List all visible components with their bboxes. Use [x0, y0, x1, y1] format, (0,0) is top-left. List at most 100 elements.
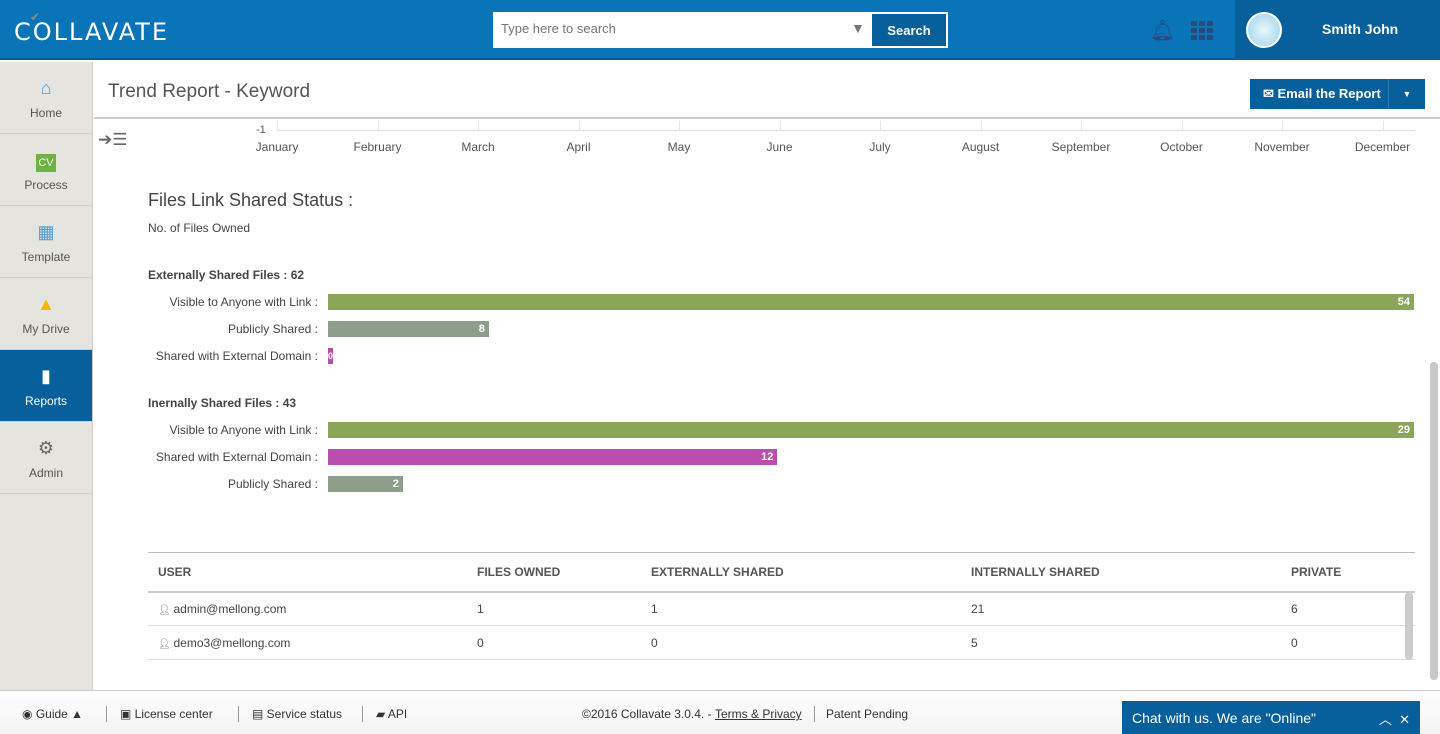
column-header[interactable]: PRIVATE [1281, 552, 1415, 593]
sidebar-item-home[interactable]: ⌂ Home [0, 62, 92, 134]
home-icon: ⌂ [40, 78, 52, 98]
sidebar-item-reports[interactable]: ▮ Reports [0, 350, 92, 422]
apps-grid-icon[interactable] [1191, 21, 1213, 40]
gear-icon: ⚙ [37, 438, 55, 458]
copyright: ©2016 Collavate 3.0.4. - [582, 707, 712, 721]
month-tick [1181, 121, 1183, 131]
user-email: demo3@mellong.com [173, 635, 291, 650]
column-header[interactable]: FILES OWNED [467, 552, 641, 593]
bar[interactable]: 0 [328, 348, 333, 364]
table-cell: 0 [1281, 625, 1415, 660]
page-scrollbar[interactable] [1430, 362, 1438, 680]
column-header[interactable]: EXTERNALLY SHARED [641, 552, 961, 593]
bar-label: Visible to Anyone with Link : [169, 295, 318, 309]
section-title: Files Link Shared Status : [148, 190, 354, 210]
month-tick [277, 121, 278, 131]
table-cell: 0 [467, 625, 641, 660]
month-tick [478, 121, 479, 131]
bar-label: Publicly Shared : [227, 322, 318, 336]
guide-link[interactable]: ◉ Guide ▲ [22, 707, 83, 721]
user-cell: 👤︎ admin@mellong.com [148, 591, 467, 626]
top-bar: ✔COLLAVATE ▼ Search 🔔︎ Smith John [0, 0, 1440, 60]
bar-group-title: Externally Shared Files : 62 [148, 268, 305, 282]
email-dropdown-toggle[interactable]: ▼ [1388, 79, 1425, 109]
table-cell: 1 [467, 591, 641, 626]
terms-link[interactable]: Terms & Privacy [715, 707, 802, 721]
bar-row: Shared with External Domain : 0 [94, 348, 1428, 364]
user-name: Smith John [1322, 21, 1399, 37]
search-filter-dropdown-icon[interactable]: ▼ [851, 20, 865, 36]
search-button[interactable]: Search [872, 14, 946, 46]
email-report-button[interactable]: ✉ Email the Report ▼ [1250, 79, 1425, 109]
table-cell: 21 [961, 591, 1281, 626]
report-content: -1 January February March April May June July A… [94, 120, 1428, 690]
search-input[interactable] [501, 21, 841, 36]
license-center-link[interactable]: ▣ License center [120, 707, 213, 721]
bar[interactable]: 29 [328, 422, 1414, 438]
bar[interactable]: 2 [328, 476, 403, 492]
month-label: August [961, 140, 1000, 154]
bar-row: Visible to Anyone with Link : 29 [94, 422, 1428, 438]
bar-label: Visible to Anyone with Link : [169, 423, 318, 437]
sidebar: ⌂ Home CV Process ▦ Template ▲ My Drive ▮ Rep… [0, 62, 93, 690]
bar-label: Shared with External Domain : [155, 349, 318, 363]
bar-label: Publicly Shared : [227, 477, 318, 491]
license-label: License center [134, 707, 213, 721]
service-status-link[interactable]: ▤ Service status [252, 707, 342, 721]
envelope-icon: ✉ [1263, 86, 1278, 101]
y-tick-label: -1 [256, 124, 266, 136]
month-label: May [667, 140, 691, 154]
column-header[interactable]: USER [148, 552, 467, 593]
email-label: Email the Report [1277, 86, 1381, 101]
sidebar-label: Admin [28, 466, 63, 480]
table-row[interactable]: 👤︎ admin@mellong.com 1 1 21 6 [148, 591, 1415, 626]
month-label: April [566, 140, 591, 154]
template-icon: ▦ [37, 222, 55, 242]
sidebar-label: My Drive [22, 322, 70, 336]
api-label: API [387, 707, 408, 721]
chevron-up-icon[interactable]: ︿ [1378, 712, 1392, 727]
user-icon: 👤︎ [158, 638, 174, 650]
cv-icon: CV [0, 150, 92, 172]
month-label: February [353, 140, 402, 154]
service-label: Service status [266, 707, 343, 721]
month-label: January [255, 140, 299, 154]
column-header[interactable]: INTERNALLY SHARED [961, 552, 1281, 593]
sidebar-item-process[interactable]: CV Process [0, 134, 92, 206]
close-icon[interactable]: ✕ [1399, 712, 1410, 727]
bar-row: Shared with External Domain : 12 [94, 449, 1428, 465]
sidebar-label: Template [21, 250, 71, 264]
chat-label: Chat with us. We are "Online" [1132, 710, 1316, 726]
sidebar-item-template[interactable]: ▦ Template [0, 206, 92, 278]
month-label: December [1354, 140, 1411, 154]
month-label: June [766, 140, 793, 154]
month-label: September [1051, 140, 1111, 154]
table-scrollbar[interactable] [1405, 592, 1413, 660]
bar[interactable]: 12 [328, 449, 778, 465]
month-tick [779, 121, 781, 131]
chat-widget[interactable]: Chat with us. We are "Online" ︿ ✕ [1122, 701, 1420, 734]
month-label: March [461, 140, 495, 154]
user-icon: 👤︎ [158, 604, 174, 616]
month-label: July [869, 140, 891, 154]
sidebar-label: Home [29, 106, 62, 120]
table-row[interactable]: 👤︎ demo3@mellong.com 0 0 5 0 [148, 625, 1415, 660]
bell-icon[interactable]: 🔔︎ [1150, 20, 1176, 42]
logo[interactable]: ✔ COLLAVATE [14, 10, 170, 46]
page-title: Trend Report - Keyword [108, 81, 311, 102]
table-cell: 5 [961, 625, 1281, 660]
user-email: admin@mellong.com [173, 601, 287, 616]
month-tick [679, 121, 680, 131]
bar[interactable]: 54 [328, 294, 1414, 310]
guide-label: Guide ▲ [35, 707, 84, 721]
sidebar-item-my-drive[interactable]: ▲ My Drive [0, 278, 92, 350]
bar-group-title: Inernally Shared Files : 43 [148, 396, 297, 410]
user-menu[interactable]: Smith John [1235, 0, 1440, 60]
user-cell: 👤︎ demo3@mellong.com [148, 625, 467, 660]
month-tick [578, 121, 580, 131]
api-link[interactable]: ▰ API [376, 707, 407, 721]
expand-sidebar-icon[interactable]: ➔☰ [98, 130, 128, 149]
bar-row: Publicly Shared : 8 [94, 321, 1428, 337]
bar[interactable]: 8 [328, 321, 489, 337]
sidebar-item-admin[interactable]: ⚙ Admin [0, 422, 92, 494]
